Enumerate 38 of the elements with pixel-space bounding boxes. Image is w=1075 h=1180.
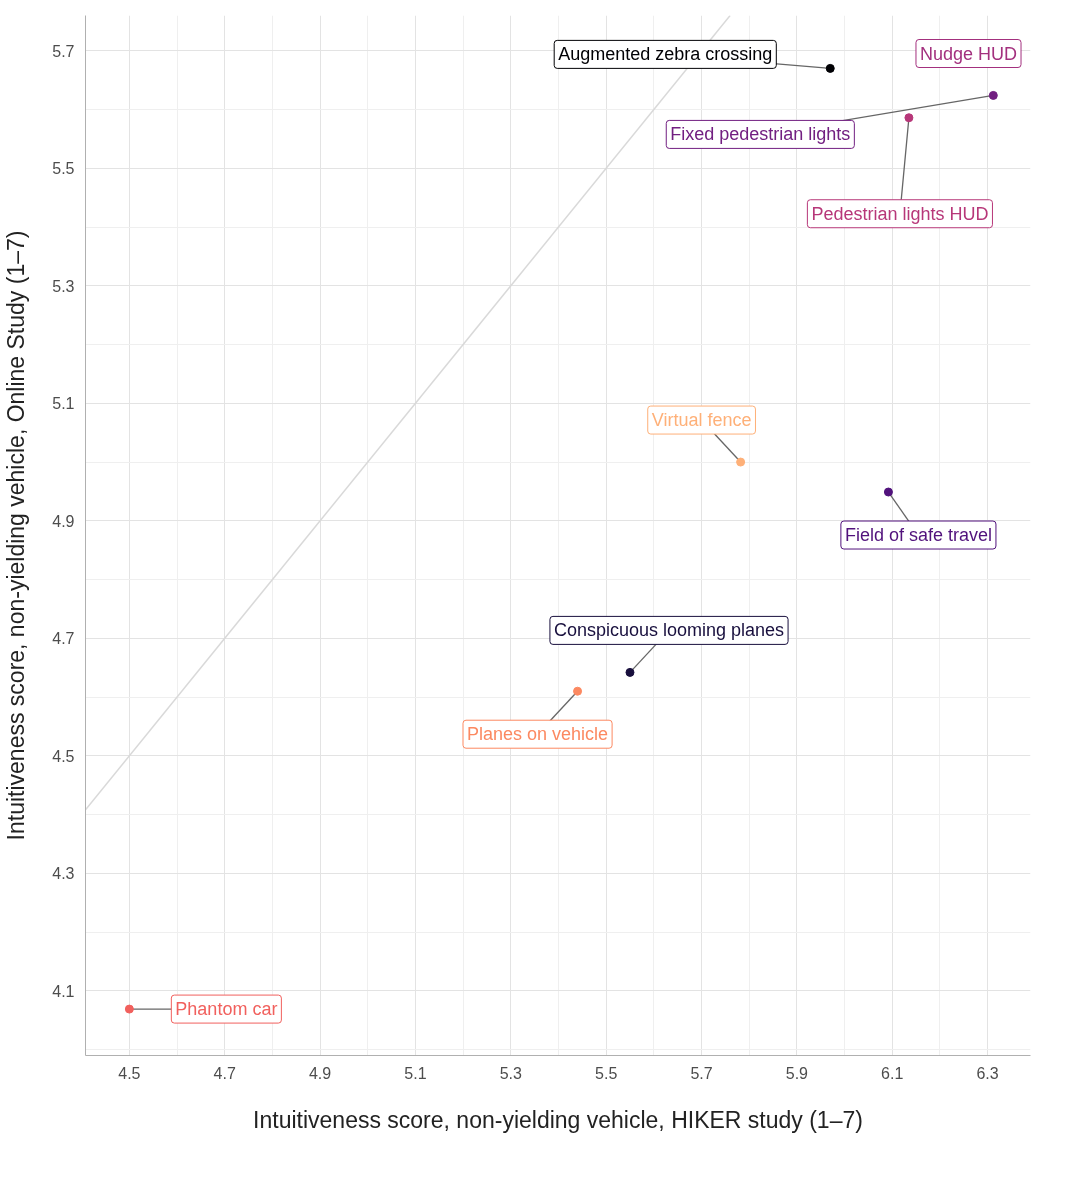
point — [573, 686, 583, 696]
x-tick-label: 6.1 — [881, 1064, 904, 1082]
x-tick-label: 5.9 — [785, 1064, 809, 1082]
y-tick-label: 5.3 — [52, 277, 75, 295]
point — [124, 1004, 134, 1014]
x-tick-label: 6.3 — [976, 1064, 999, 1082]
x-tick-label: 4.9 — [308, 1064, 332, 1082]
point — [904, 113, 914, 123]
point — [625, 667, 635, 677]
annotation: Planes on vehicle — [467, 724, 609, 745]
y-tick-label: 4.5 — [52, 747, 75, 765]
annotation: Nudge HUD — [919, 43, 1018, 64]
y-tick-label: 4.1 — [52, 982, 75, 1000]
x-tick-label: 4.7 — [213, 1064, 236, 1082]
annotation: Phantom car — [175, 999, 278, 1020]
point — [736, 457, 746, 467]
x-tick-label: 5.3 — [499, 1064, 523, 1082]
y-axis-title: Intuitiveness score, non-yielding vehicle, Online Study (1–7) — [3, 230, 30, 841]
point — [883, 487, 893, 497]
x-tick-label: 5.7 — [690, 1064, 713, 1082]
annotation: Conspicuous looming planes — [553, 620, 785, 641]
point — [988, 90, 998, 100]
y-tick-label: 4.9 — [52, 512, 75, 530]
x-tick-label: 5.1 — [404, 1064, 427, 1082]
y-tick-label: 4.3 — [52, 865, 75, 883]
x-axis-title: Intuitiveness score, non-yielding vehicle, HIKER study (1–7) — [253, 1106, 863, 1133]
annotation: Virtual fence — [651, 410, 752, 431]
point — [825, 63, 835, 73]
x-tick-label: 4.5 — [118, 1064, 141, 1082]
annotation: Pedestrian lights HUD — [811, 203, 989, 224]
annotation: Fixed pedestrian lights — [670, 124, 851, 145]
y-tick-label: 5.1 — [52, 395, 75, 413]
annotation: Field of safe travel — [844, 525, 992, 546]
y-tick-label: 5.5 — [52, 160, 75, 178]
x-tick-label: 5.5 — [595, 1064, 618, 1082]
annotation: Augmented zebra crossing — [558, 44, 773, 65]
y-tick-label: 4.7 — [52, 630, 75, 648]
y-tick-label: 5.7 — [52, 42, 75, 60]
